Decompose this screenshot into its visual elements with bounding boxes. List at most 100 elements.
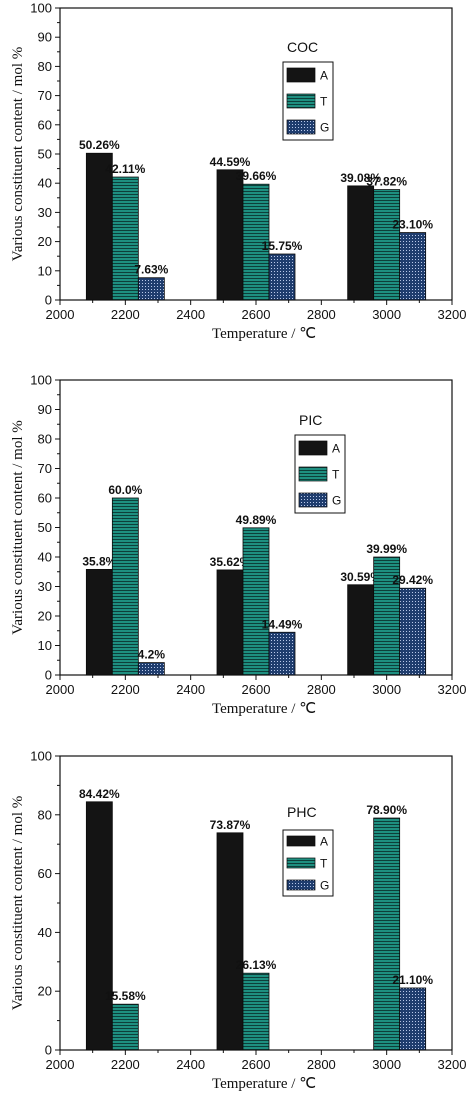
bar-t <box>111 1003 139 1051</box>
bar-a <box>216 832 244 1051</box>
data-label: 30.59% <box>340 570 381 584</box>
data-label: 84.42% <box>79 787 120 801</box>
data-label: 49.89% <box>236 513 277 527</box>
legend-swatch-t <box>286 857 316 869</box>
y-tick-label: 10 <box>38 638 52 653</box>
y-tick-label: 50 <box>38 520 52 535</box>
bar-t <box>373 817 401 1051</box>
bar-t <box>373 556 401 676</box>
bar-g <box>137 277 165 301</box>
data-label: 26.13% <box>236 958 277 972</box>
data-label: 15.75% <box>262 239 303 253</box>
x-tick-label: 2600 <box>242 682 271 697</box>
x-tick-label: 3200 <box>438 307 467 322</box>
data-label: 35.62% <box>210 555 251 569</box>
legend-box <box>282 829 334 897</box>
y-tick-label: 90 <box>38 30 52 45</box>
x-tick-label: 2200 <box>111 307 140 322</box>
legend-label-g: G <box>320 879 329 893</box>
y-tick-label: 100 <box>30 373 52 388</box>
legend-label-a: A <box>332 442 340 456</box>
y-tick-label: 10 <box>38 263 52 278</box>
y-tick-label: 60 <box>38 117 52 132</box>
bar-g <box>399 987 427 1051</box>
bar-g <box>399 587 427 676</box>
data-label: 37.82% <box>366 175 407 189</box>
x-tick-label: 2400 <box>176 1057 205 1072</box>
bar-t <box>242 527 270 676</box>
x-axis-title: Temperature / ℃ <box>212 326 316 342</box>
legend-label-a: A <box>320 69 328 83</box>
y-tick-label: 20 <box>38 984 52 999</box>
x-tick-label: 2200 <box>111 1057 140 1072</box>
data-label: 73.87% <box>210 818 251 832</box>
x-tick-label: 2000 <box>46 307 75 322</box>
legend-box <box>282 61 334 141</box>
legend-swatch-t <box>298 466 328 482</box>
bar-g <box>268 253 296 301</box>
bar-t <box>242 972 270 1051</box>
data-label: 44.59% <box>210 155 251 169</box>
chart-panel-2: 2000 2200 2400 2600 2800 3000 3200 0 10 20 30 40 50 6… <box>10 373 466 718</box>
x-tick-label: 2800 <box>307 1057 336 1072</box>
x-tick-label: 2600 <box>242 307 271 322</box>
bar-a <box>216 169 244 301</box>
y-tick-label: 80 <box>38 807 52 822</box>
data-label: 23.10% <box>392 218 433 232</box>
data-label: 39.66% <box>236 169 277 183</box>
bar-g <box>399 232 427 301</box>
y-axis-title: Various constituent content / mol % <box>10 796 26 1011</box>
data-label: 7.63% <box>134 263 168 277</box>
y-axis-title: Various constituent content / mol % <box>10 47 26 262</box>
bar-a <box>85 568 113 676</box>
legend-label-t: T <box>332 468 340 482</box>
y-tick-label: 60 <box>38 866 52 881</box>
x-tick-label: 2600 <box>242 1057 271 1072</box>
data-label: 29.42% <box>392 573 433 587</box>
bar-t <box>111 176 139 301</box>
legend-swatch-t <box>286 93 316 109</box>
data-label: 50.26% <box>79 138 120 152</box>
bar-t <box>242 183 270 301</box>
x-tick-label: 2000 <box>46 1057 75 1072</box>
x-tick-label: 3000 <box>372 682 401 697</box>
bar-g <box>268 631 296 676</box>
data-label: 4.2% <box>138 648 166 662</box>
legend-title: PIC <box>299 412 322 428</box>
y-tick-label: 20 <box>38 234 52 249</box>
data-label: 78.90% <box>366 803 407 817</box>
legend-swatch-a <box>286 835 316 847</box>
data-label: 39.08% <box>340 171 381 185</box>
legend-label-g: G <box>332 494 341 508</box>
bar-a <box>216 569 244 676</box>
x-tick-label: 2800 <box>307 682 336 697</box>
data-label: 39.99% <box>366 542 407 556</box>
legend-title: PHC <box>287 804 317 820</box>
legend-title: COC <box>287 39 318 55</box>
data-label: 14.49% <box>262 617 303 631</box>
y-tick-label: 30 <box>38 579 52 594</box>
y-tick-label: 20 <box>38 609 52 624</box>
bar-t <box>373 189 401 301</box>
data-label: 15.58% <box>105 989 146 1003</box>
bar-t <box>111 497 139 676</box>
x-axis-title: Temperature / ℃ <box>212 701 316 717</box>
chart-panel-1: 2000 2200 2400 2600 2800 3000 3200 0 10 20 30 40 50 6… <box>10 1 466 343</box>
data-label: 60.0% <box>108 483 142 497</box>
x-axis-title: Temperature / ℃ <box>212 1076 316 1092</box>
y-tick-label: 90 <box>38 402 52 417</box>
y-tick-label: 70 <box>38 88 52 103</box>
y-tick-label: 100 <box>30 749 52 764</box>
y-tick-label: 70 <box>38 461 52 476</box>
y-tick-label: 50 <box>38 147 52 162</box>
x-tick-label: 2800 <box>307 307 336 322</box>
bar-a <box>347 185 375 301</box>
bar-g <box>137 662 165 676</box>
y-tick-label: 80 <box>38 59 52 74</box>
x-tick-label: 3000 <box>372 1057 401 1072</box>
y-tick-label: 0 <box>45 1043 52 1058</box>
data-label: 35.8% <box>82 554 116 568</box>
legend-swatch-a <box>286 67 316 83</box>
x-tick-label: 2400 <box>176 682 205 697</box>
